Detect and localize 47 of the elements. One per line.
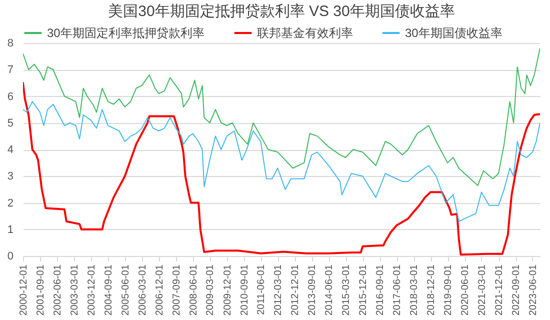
x-tick-label: 2005-06-01	[120, 264, 132, 316]
legend-label: 30年期国债收益率	[405, 26, 502, 40]
x-tick-label: 2014-06-01	[324, 264, 336, 316]
x-tick-label: 2010-09-01	[239, 264, 250, 316]
x-tick-label: 2003-03-01	[69, 264, 80, 316]
y-tick-label: 5	[7, 117, 14, 130]
x-tick-label: 2015-12-01	[358, 264, 370, 316]
x-tick-label: 2021-03-01	[476, 264, 488, 316]
x-tick-label: 2004-09-01	[103, 264, 114, 316]
x-tick-label: 2006-03-01	[137, 264, 148, 316]
y-tick-label: 3	[7, 170, 14, 183]
x-tick-label: 2019-09-01	[443, 264, 454, 316]
legend-label: 30年期固定利率抵押贷款利率	[47, 26, 204, 40]
x-tick-label: 2018-03-01	[409, 264, 420, 316]
x-tick-label: 2002-06-01	[52, 264, 64, 316]
x-tick-label: 2021-12-01	[494, 264, 506, 316]
x-tick-label: 2009-03-01	[205, 264, 216, 316]
line-series	[23, 101, 540, 222]
line-series	[23, 48, 540, 186]
x-tick-label: 2001-09-01	[35, 264, 46, 316]
x-tick-label: 2009-12-01	[222, 264, 234, 316]
x-tick-label: 2012-03-01	[273, 264, 284, 316]
y-tick-label: 4	[7, 144, 14, 156]
y-tick-label: 7	[7, 64, 14, 76]
x-tick-label: 2016-09-01	[375, 264, 386, 316]
x-tick-label: 2015-03-01	[341, 264, 352, 316]
x-tick-label: 2020-06-01	[460, 264, 472, 316]
x-tick-label: 2008-06-01	[188, 264, 200, 316]
x-tick-label: 2013-09-01	[307, 264, 318, 316]
x-tick-label: 2007-09-01	[171, 264, 182, 316]
x-tick-label: 2000-12-01	[18, 264, 30, 316]
line-series	[23, 82, 540, 256]
y-tick-label: 6	[7, 90, 14, 103]
y-tick-label: 2	[7, 197, 14, 210]
x-tick-label: 2012-12-01	[290, 264, 302, 316]
x-tick-label: 2011-06-01	[256, 264, 268, 315]
y-tick-label: 1	[7, 224, 14, 236]
y-tick-label: 0	[7, 250, 14, 262]
chart-title: 美国30年期固定抵押贷款利率 VS 30年期国债收益率	[108, 3, 455, 20]
y-tick-label: 8	[7, 38, 14, 50]
x-tick-label: 2006-12-01	[154, 264, 166, 316]
x-tick-label: 2022-09-01	[511, 264, 522, 316]
x-tick-label: 2003-12-01	[86, 264, 98, 316]
x-tick-label: 2023-06-01	[528, 264, 539, 316]
x-tick-label: 2017-06-01	[392, 264, 404, 316]
x-tick-label: 2018-12-01	[426, 264, 438, 316]
legend-label: 联邦基金有效利率	[257, 26, 353, 40]
